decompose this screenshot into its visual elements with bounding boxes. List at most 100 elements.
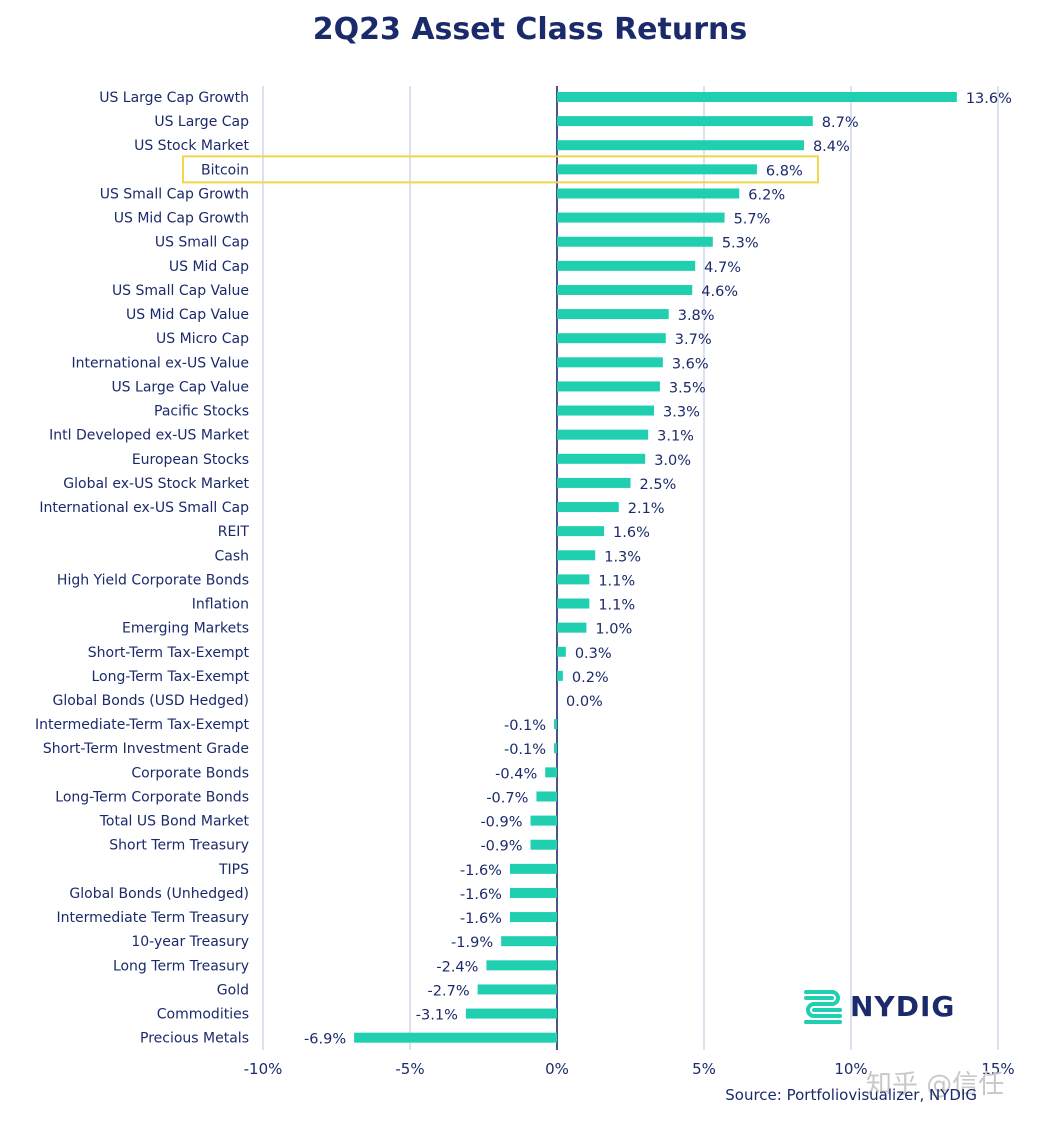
value-label: -1.9% — [451, 935, 493, 951]
category-label: Pacific Stocks — [154, 404, 249, 420]
category-label: Long-Term Tax-Exempt — [91, 669, 249, 685]
value-label: 3.5% — [669, 380, 706, 396]
category-label: Bitcoin — [201, 162, 249, 178]
highlight-box — [182, 155, 819, 184]
category-label: Short-Term Tax-Exempt — [88, 645, 250, 661]
bar — [557, 260, 696, 271]
value-label: -3.1% — [416, 1008, 458, 1024]
value-label: -0.9% — [480, 839, 522, 855]
category-label: Commodities — [157, 1007, 249, 1023]
category-label: Long-Term Corporate Bonds — [55, 789, 249, 805]
category-label: High Yield Corporate Bonds — [57, 572, 249, 588]
nydig-logo: NYDIG — [802, 986, 955, 1026]
bar — [557, 116, 813, 127]
category-label: US Stock Market — [134, 138, 249, 154]
bar — [530, 815, 557, 826]
bar — [557, 309, 669, 320]
bar — [557, 381, 660, 392]
value-labels: 13.6% 8.7% 8.4% 6.8% 6.2% 5.7% 5.3% 4.7% 4.6% 3.8… — [304, 91, 1012, 1048]
value-label: 6.8% — [766, 163, 803, 179]
category-label: Global ex-US Stock Market — [63, 476, 249, 492]
bar — [545, 767, 557, 778]
bar — [465, 1008, 557, 1019]
category-label: Long Term Treasury — [113, 958, 249, 974]
value-label: 2.5% — [640, 477, 677, 493]
category-label: US Mid Cap — [169, 259, 249, 275]
value-label: 8.4% — [813, 139, 850, 155]
category-label: US Small Cap Growth — [100, 186, 249, 202]
value-label: 0.3% — [575, 646, 612, 662]
bar — [557, 453, 646, 464]
category-label: US Small Cap Value — [112, 283, 249, 299]
bar — [557, 92, 957, 102]
value-label: 4.7% — [704, 260, 741, 276]
bar — [557, 357, 663, 368]
category-label: Corporate Bonds — [131, 765, 249, 781]
value-label: -2.4% — [436, 959, 478, 975]
value-label: 1.1% — [598, 598, 635, 614]
bar — [557, 333, 666, 344]
chart-title: 2Q23 Asset Class Returns — [312, 12, 748, 47]
value-label: -0.7% — [486, 790, 528, 806]
bar — [557, 550, 596, 561]
source-note: Source: Portfoliovisualizer, NYDIG — [725, 1086, 977, 1104]
value-label: 2.1% — [628, 501, 665, 517]
value-label: 0.0% — [566, 694, 603, 710]
category-label: International ex-US Small Cap — [39, 500, 249, 516]
category-label: Gold — [217, 982, 249, 998]
bar — [557, 405, 655, 416]
bar — [557, 140, 804, 151]
category-label: Total US Bond Market — [99, 814, 250, 830]
category-label: Short Term Treasury — [109, 838, 249, 854]
value-label: -0.1% — [504, 742, 546, 758]
value-label: -2.7% — [428, 983, 470, 999]
bar — [536, 791, 557, 802]
value-label: -1.6% — [460, 863, 502, 879]
bar — [557, 574, 590, 585]
value-label: 3.1% — [657, 429, 694, 445]
bar — [557, 164, 757, 175]
category-label: Intermediate Term Treasury — [57, 910, 250, 926]
x-tick-label: 5% — [692, 1060, 716, 1078]
bar — [557, 212, 725, 223]
bar — [557, 526, 605, 537]
value-label: 3.8% — [678, 308, 715, 324]
category-label: Global Bonds (USD Hedged) — [53, 693, 250, 709]
x-tick-label: 10% — [834, 1060, 867, 1078]
category-label: 10-year Treasury — [131, 934, 249, 950]
category-label: Intl Developed ex-US Market — [49, 428, 249, 444]
bar — [557, 598, 590, 609]
category-label: REIT — [218, 524, 250, 540]
value-label: 13.6% — [966, 91, 1012, 107]
bar — [557, 188, 740, 199]
value-label: -0.9% — [480, 815, 522, 831]
value-label: -1.6% — [460, 911, 502, 927]
value-label: -1.6% — [460, 887, 502, 903]
category-label: European Stocks — [132, 452, 249, 468]
value-label: 5.3% — [722, 236, 759, 252]
value-label: 1.1% — [598, 573, 635, 589]
value-label: 1.3% — [604, 549, 641, 565]
category-label: Intermediate-Term Tax-Exempt — [35, 717, 249, 733]
bar — [501, 936, 557, 947]
x-axis-ticks: -10% -5% 0% 5% 10% 15% — [244, 1060, 1015, 1078]
x-tick-label: 0% — [545, 1060, 569, 1078]
bar — [557, 502, 619, 513]
bar — [557, 429, 649, 440]
nydig-logo-icon — [804, 990, 842, 1024]
bar — [557, 477, 631, 488]
watermark: 知乎 @信任 — [866, 1070, 1005, 1100]
category-label: Global Bonds (Unhedged) — [69, 886, 249, 902]
bar — [557, 646, 566, 657]
value-label: -0.1% — [504, 718, 546, 734]
bar — [509, 863, 557, 874]
value-label: -0.4% — [495, 766, 537, 782]
bar — [354, 1032, 557, 1043]
category-label: US Large Cap — [154, 114, 249, 130]
value-label: 0.2% — [572, 670, 609, 686]
value-label: 8.7% — [822, 115, 859, 131]
category-label: US Large Cap Growth — [99, 90, 249, 106]
value-label: 3.6% — [672, 356, 709, 372]
value-label: 3.0% — [654, 453, 691, 469]
